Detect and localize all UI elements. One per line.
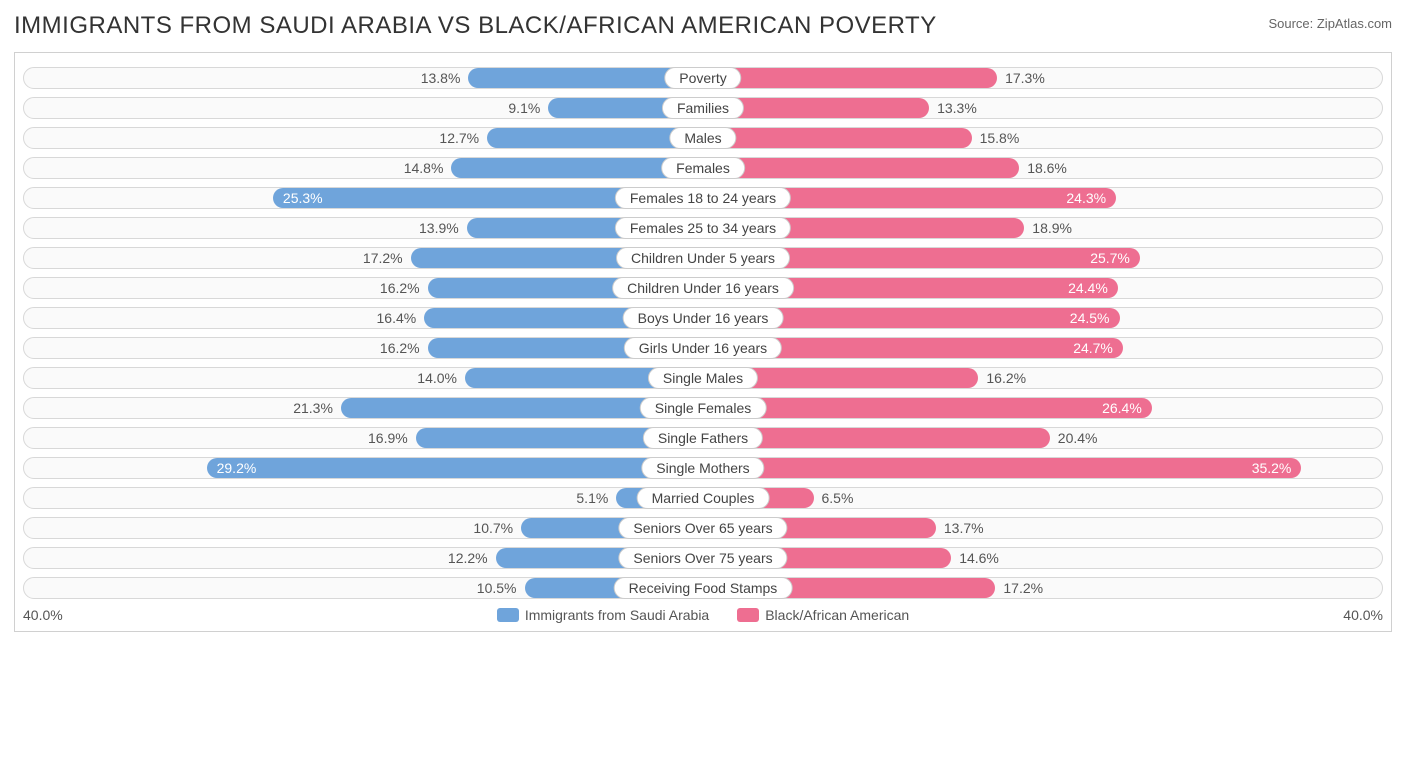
legend-swatch-right	[737, 608, 759, 622]
bar-row: 21.3% 26.4%Single Females	[23, 395, 1383, 421]
bar-row: 13.8% 17.3% Poverty	[23, 65, 1383, 91]
bar-row: 12.7% 15.8% Males	[23, 125, 1383, 151]
bar-right	[703, 158, 1019, 178]
value-right: 16.2%	[978, 368, 1026, 388]
value-right: 13.3%	[929, 98, 977, 118]
source-label: Source: ZipAtlas.com	[1268, 16, 1392, 31]
category-label: Girls Under 16 years	[624, 337, 782, 359]
legend-label-right: Black/African American	[765, 607, 909, 623]
bar-row: 5.1% 6.5% Married Couples	[23, 485, 1383, 511]
value-left: 29.2%	[207, 458, 703, 478]
bar-right	[703, 128, 972, 148]
axis-max-right: 40.0%	[1343, 607, 1383, 623]
category-label: Boys Under 16 years	[623, 307, 784, 329]
value-left: 10.5%	[477, 578, 525, 598]
category-label: Receiving Food Stamps	[614, 577, 793, 599]
bar-right	[703, 68, 997, 88]
value-right: 17.2%	[995, 578, 1043, 598]
value-left: 16.2%	[380, 338, 428, 358]
legend-item-left: Immigrants from Saudi Arabia	[497, 607, 709, 623]
value-left: 21.3%	[293, 398, 341, 418]
value-left: 16.2%	[380, 278, 428, 298]
bar-row: 16.4%24.5%Boys Under 16 years	[23, 305, 1383, 331]
value-left: 10.7%	[473, 518, 521, 538]
bar-row: 14.0% 16.2% Single Males	[23, 365, 1383, 391]
value-left: 17.2%	[363, 248, 411, 268]
category-label: Single Fathers	[643, 427, 763, 449]
category-label: Families	[662, 97, 744, 119]
value-left: 14.8%	[404, 158, 452, 178]
value-left: 14.0%	[417, 368, 465, 388]
axis-legend-row: 40.0% Immigrants from Saudi Arabia Black…	[23, 607, 1383, 623]
axis-max-left: 40.0%	[23, 607, 63, 623]
chart-title: IMMIGRANTS FROM SAUDI ARABIA VS BLACK/AF…	[14, 12, 937, 40]
value-right: 18.6%	[1019, 158, 1067, 178]
category-label: Children Under 5 years	[616, 247, 790, 269]
bar-row: 29.2%35.2%Single Mothers	[23, 455, 1383, 481]
category-label: Females 18 to 24 years	[615, 187, 791, 209]
bar-row: 9.1% 13.3% Families	[23, 95, 1383, 121]
value-left: 9.1%	[508, 98, 548, 118]
value-right: 20.4%	[1050, 428, 1098, 448]
bar-rows-container: 13.8%17.3%Poverty9.1%13.3%Families12.7%1…	[15, 65, 1391, 601]
value-left: 13.8%	[421, 68, 469, 88]
bar-row: 10.5% 17.2% Receiving Food Stamps	[23, 575, 1383, 601]
value-right: 15.8%	[972, 128, 1020, 148]
bar-row: 25.3%24.3%Females 18 to 24 years	[23, 185, 1383, 211]
bar-row: 17.2%25.7%Children Under 5 years	[23, 245, 1383, 271]
bar-row: 16.2%24.7%Girls Under 16 years	[23, 335, 1383, 361]
category-label: Seniors Over 75 years	[618, 547, 787, 569]
category-label: Females	[661, 157, 745, 179]
value-left: 12.2%	[448, 548, 496, 568]
category-label: Single Mothers	[641, 457, 764, 479]
legend-swatch-left	[497, 608, 519, 622]
value-right: 13.7%	[936, 518, 984, 538]
legend: Immigrants from Saudi Arabia Black/Afric…	[497, 607, 909, 623]
bar-row: 10.7% 13.7% Seniors Over 65 years	[23, 515, 1383, 541]
chart-area: 13.8%17.3%Poverty9.1%13.3%Families12.7%1…	[14, 52, 1392, 632]
bar-row: 13.9% 18.9% Females 25 to 34 years	[23, 215, 1383, 241]
category-label: Seniors Over 65 years	[618, 517, 787, 539]
category-label: Females 25 to 34 years	[615, 217, 791, 239]
value-left: 16.9%	[368, 428, 416, 448]
category-label: Children Under 16 years	[612, 277, 794, 299]
value-right: 17.3%	[997, 68, 1045, 88]
bar-row: 16.9% 20.4% Single Fathers	[23, 425, 1383, 451]
value-left: 5.1%	[576, 488, 616, 508]
value-right: 14.6%	[951, 548, 999, 568]
value-left: 16.4%	[377, 308, 425, 328]
bar-row: 16.2%24.4%Children Under 16 years	[23, 275, 1383, 301]
category-label: Married Couples	[637, 487, 770, 509]
value-left: 13.9%	[419, 218, 467, 238]
value-right: 35.2%	[703, 458, 1301, 478]
category-label: Males	[669, 127, 736, 149]
value-left: 12.7%	[439, 128, 487, 148]
category-label: Single Males	[648, 367, 758, 389]
value-right: 18.9%	[1024, 218, 1072, 238]
category-label: Poverty	[664, 67, 741, 89]
bar-row: 12.2% 14.6% Seniors Over 75 years	[23, 545, 1383, 571]
value-right: 6.5%	[814, 488, 854, 508]
bar-row: 14.8% 18.6% Females	[23, 155, 1383, 181]
legend-label-left: Immigrants from Saudi Arabia	[525, 607, 709, 623]
category-label: Single Females	[640, 397, 767, 419]
header: IMMIGRANTS FROM SAUDI ARABIA VS BLACK/AF…	[14, 12, 1392, 40]
legend-item-right: Black/African American	[737, 607, 909, 623]
value-right: 26.4%	[703, 398, 1152, 418]
